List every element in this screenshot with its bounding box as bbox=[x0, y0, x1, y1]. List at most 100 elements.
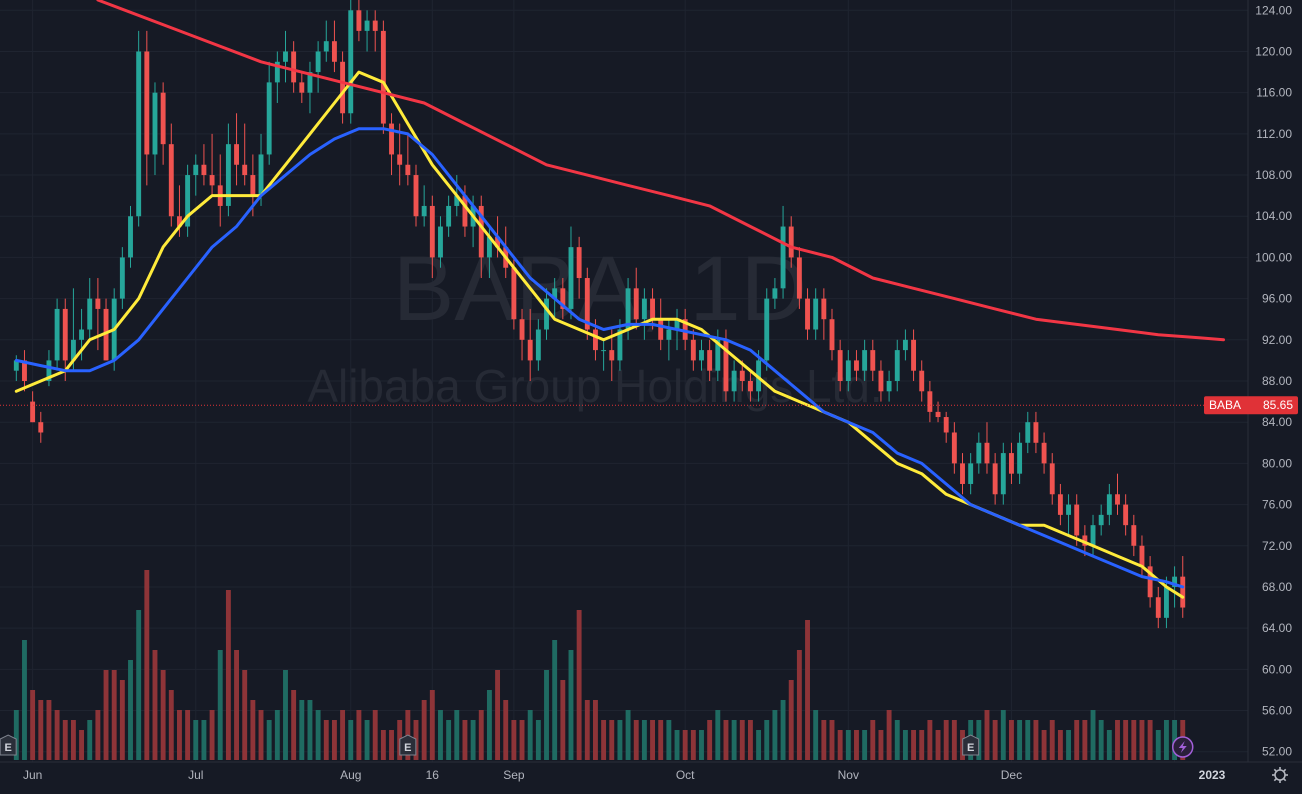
volume-bar bbox=[1000, 710, 1006, 760]
price-tick-label: 120.00 bbox=[1255, 44, 1292, 58]
volume-bar bbox=[136, 610, 142, 760]
candle-body bbox=[674, 319, 680, 330]
volume-bar bbox=[552, 640, 558, 760]
volume-bar bbox=[209, 710, 215, 760]
volume-bar bbox=[389, 730, 394, 760]
candle-body bbox=[128, 216, 133, 258]
price-tick-label: 112.00 bbox=[1256, 127, 1292, 141]
volume-bar bbox=[788, 680, 794, 760]
volume-bar bbox=[30, 690, 36, 760]
time-tick-label: Nov bbox=[838, 768, 859, 782]
volume-bar bbox=[348, 720, 354, 760]
candle-body bbox=[242, 164, 248, 176]
time-tick-label: Aug bbox=[340, 768, 361, 782]
volume-bar bbox=[372, 710, 378, 760]
volume-bar bbox=[446, 720, 452, 760]
candle-body bbox=[805, 298, 810, 330]
candle-body bbox=[372, 20, 378, 31]
volume-bar bbox=[845, 730, 851, 760]
candle-body bbox=[625, 288, 631, 330]
candle-body bbox=[405, 164, 411, 176]
volume-bar bbox=[13, 710, 19, 760]
volume-bar bbox=[454, 710, 460, 760]
volume-bar bbox=[919, 730, 925, 760]
candle-body bbox=[682, 319, 688, 340]
price-tick-label: 56.00 bbox=[1262, 704, 1292, 718]
candle-body bbox=[739, 370, 745, 381]
volume-bar bbox=[299, 700, 305, 760]
candle-body bbox=[1123, 504, 1129, 526]
candle-body bbox=[1049, 463, 1055, 495]
volume-bar bbox=[1066, 730, 1071, 760]
candle-body bbox=[79, 329, 85, 340]
candle-body bbox=[185, 175, 191, 227]
volume-bar bbox=[617, 720, 623, 760]
volume-bar bbox=[1098, 720, 1104, 760]
last-price-tag: BABA 85.65 bbox=[1204, 396, 1298, 415]
volume-bar bbox=[62, 720, 68, 760]
volume-bar bbox=[1147, 720, 1153, 760]
earnings-label: E bbox=[4, 742, 11, 754]
volume-bar bbox=[160, 670, 166, 760]
candle-body bbox=[266, 82, 272, 155]
candle-body bbox=[731, 370, 737, 392]
volume-bar bbox=[796, 650, 802, 760]
chart-grid bbox=[0, 0, 1248, 762]
candle-body bbox=[38, 422, 44, 433]
volume-bar bbox=[274, 710, 280, 760]
candle-body bbox=[193, 164, 199, 176]
moving-averages bbox=[14, 0, 1225, 599]
candle-body bbox=[62, 308, 68, 361]
candle-body bbox=[13, 360, 19, 371]
candle-body bbox=[960, 463, 965, 484]
candle-body bbox=[438, 226, 443, 258]
volume-bar bbox=[1033, 720, 1039, 760]
volume-bar bbox=[242, 670, 248, 760]
settings-gear-icon[interactable] bbox=[1272, 767, 1288, 783]
earnings-e-icon: E bbox=[962, 734, 980, 756]
price-tag-symbol: BABA bbox=[1209, 398, 1241, 412]
time-tick-label: 16 bbox=[426, 768, 440, 782]
candle-body bbox=[315, 51, 321, 73]
volume-bar bbox=[128, 660, 133, 760]
volume-bar bbox=[772, 710, 778, 760]
earnings-label: E bbox=[404, 742, 411, 754]
lightning-glyph bbox=[1178, 741, 1187, 753]
candle-body bbox=[894, 350, 900, 381]
candle-body bbox=[813, 298, 819, 330]
candle-body bbox=[919, 370, 925, 392]
volume-bar bbox=[356, 710, 362, 760]
candle-body bbox=[984, 442, 990, 464]
volume-bar bbox=[560, 680, 566, 760]
candle-body bbox=[291, 51, 297, 83]
price-tick-label: 116.00 bbox=[1256, 86, 1292, 100]
candle-body bbox=[1009, 453, 1014, 474]
volume-bar bbox=[568, 650, 574, 760]
candle-body bbox=[715, 339, 721, 371]
time-axis[interactable]: Jun Jul Aug 16 Sep Oct Nov Dec 2023 bbox=[23, 768, 1226, 782]
candle-body bbox=[796, 257, 802, 299]
volume-bar bbox=[225, 590, 231, 760]
volume-bar bbox=[862, 730, 868, 760]
candle-body bbox=[992, 463, 998, 495]
candle-body bbox=[666, 329, 672, 340]
price-tick-label: 76.00 bbox=[1262, 498, 1292, 512]
candle-body bbox=[1139, 545, 1145, 567]
volume-bar bbox=[1123, 720, 1129, 760]
candle-body bbox=[299, 82, 305, 93]
candle-body bbox=[323, 41, 329, 52]
candle-body bbox=[486, 236, 492, 258]
candle-body bbox=[177, 216, 182, 227]
candle-body bbox=[650, 298, 655, 320]
volume-bar bbox=[723, 720, 729, 760]
year-tick-label: 2023 bbox=[1199, 768, 1226, 782]
volume-bar bbox=[87, 720, 93, 760]
price-axis[interactable]: 124.00 120.00 116.00 112.00 108.00 104.00 100.… bbox=[1255, 3, 1292, 758]
watermark: BABA, 1D Alibaba Group Holdings Ltd. bbox=[307, 238, 882, 412]
volume-bar bbox=[1074, 720, 1080, 760]
price-tick-label: 64.00 bbox=[1262, 621, 1292, 635]
volume-bar bbox=[739, 720, 745, 760]
candle-body bbox=[699, 350, 704, 361]
